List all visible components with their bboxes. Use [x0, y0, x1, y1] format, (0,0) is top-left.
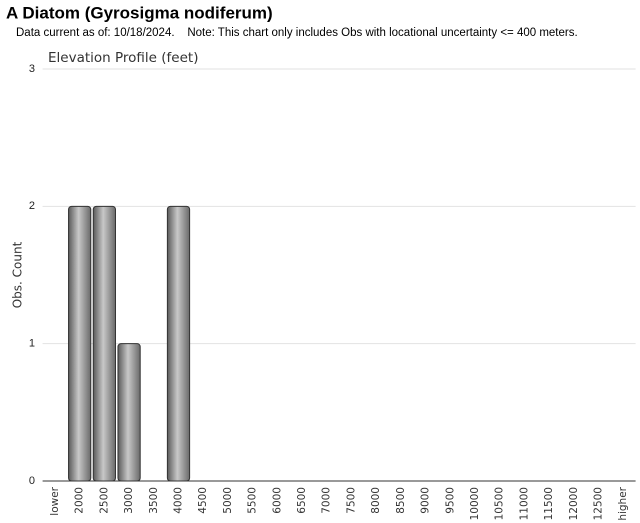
y-tick-label: 2 — [29, 200, 35, 212]
y-axis-label: Obs. Count — [11, 241, 25, 308]
y-tick-label: 3 — [29, 63, 35, 75]
x-tick-label: 11000 — [518, 487, 530, 520]
x-tick-label: 2000 — [74, 487, 86, 514]
x-tick-label: 2500 — [98, 487, 110, 514]
subtitle: Data current as of: 10/18/2024. Note: Th… — [16, 27, 578, 39]
x-tick-label: 6000 — [271, 487, 283, 514]
x-tick-label: 5000 — [222, 487, 234, 514]
x-tick-label: 9000 — [420, 487, 432, 514]
bar — [92, 205, 116, 482]
x-tick-label: 12500 — [593, 487, 605, 520]
x-tick-label: 10000 — [469, 487, 481, 520]
x-tick-label: 6500 — [296, 487, 308, 514]
y-tick-label: 0 — [29, 475, 35, 487]
x-tick-label: 7500 — [345, 487, 357, 514]
x-tick-label: 11500 — [543, 487, 555, 520]
x-tick-label: 4500 — [197, 487, 209, 514]
chart-title: Elevation Profile (feet) — [48, 50, 198, 66]
bar — [166, 205, 191, 482]
x-tick-label: 10500 — [494, 487, 506, 520]
page-title: A Diatom (Gyrosigma nodiferum) — [6, 3, 273, 22]
bar — [68, 205, 92, 482]
x-tick-label: 3500 — [148, 487, 160, 514]
x-tick-label: higher — [617, 486, 629, 520]
bar — [117, 343, 141, 482]
x-tick-label: 9500 — [444, 487, 456, 514]
x-tick-label: lower — [49, 486, 61, 515]
x-tick-label: 4000 — [172, 487, 184, 514]
y-tick-label: 1 — [29, 338, 35, 350]
x-tick-label: 8500 — [395, 487, 407, 514]
x-tick-label: 8000 — [370, 487, 382, 514]
x-tick-label: 5500 — [247, 487, 259, 514]
x-tick-label: 3000 — [123, 487, 135, 514]
x-tick-label: 12000 — [568, 487, 580, 520]
x-tick-label: 7000 — [321, 487, 333, 514]
